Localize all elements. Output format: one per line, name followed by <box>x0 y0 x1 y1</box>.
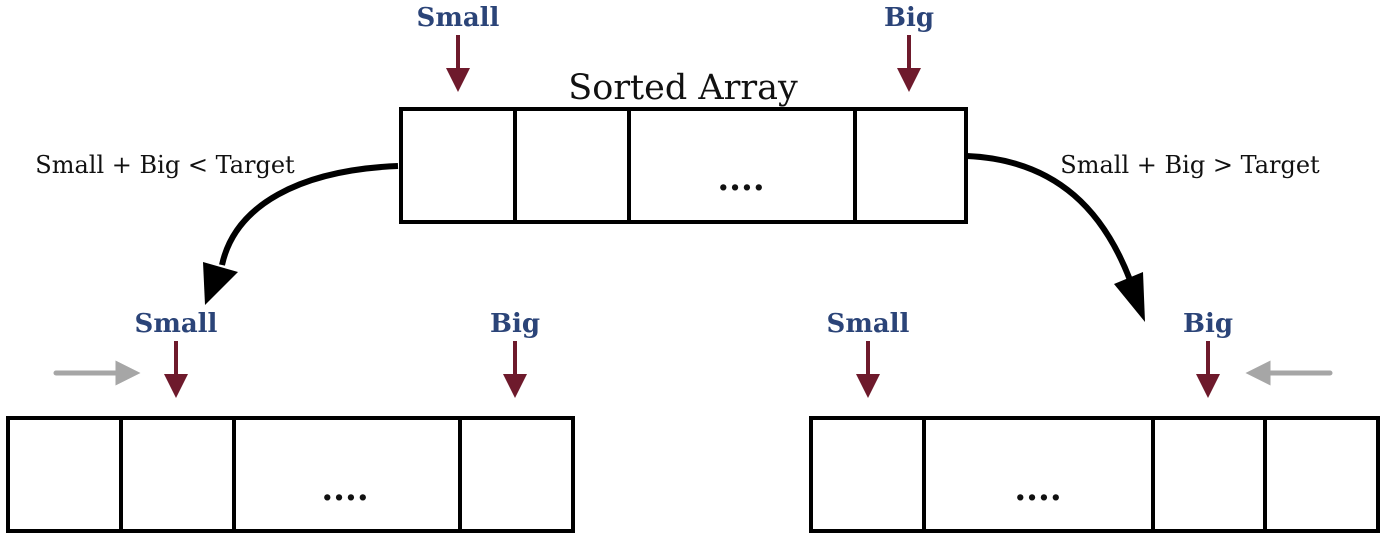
right-array-ellipsis: .... <box>1014 469 1061 509</box>
right-branch-arrow <box>966 153 1133 282</box>
left-array-cell-4 <box>458 416 575 533</box>
right-small-label: Small <box>827 309 910 339</box>
left-big-label: Big <box>490 309 540 339</box>
left-condition-label: Small + Big < Target <box>35 151 295 179</box>
top-big-label: Big <box>884 3 934 33</box>
left-small-label: Small <box>135 309 218 339</box>
top-array-ellipsis: .... <box>717 159 764 199</box>
top-array-cell-1 <box>399 107 517 224</box>
top-array-cell-4 <box>853 107 968 224</box>
left-branch-arrowhead <box>203 262 238 305</box>
left-array-cell-3 <box>232 416 462 533</box>
left-array-ellipsis: .... <box>321 469 368 509</box>
top-small-label: Small <box>417 3 500 33</box>
top-array-cell-3 <box>627 107 857 224</box>
top-array-cell-2 <box>513 107 631 224</box>
top-array: Sorted Array .... Small Big <box>399 3 968 224</box>
array-title: Sorted Array <box>568 68 798 108</box>
right-big-label: Big <box>1183 309 1233 339</box>
right-array-cell-4 <box>1263 416 1380 533</box>
right-branch: Small + Big > Target <box>966 151 1320 322</box>
right-condition-label: Small + Big > Target <box>1060 151 1320 179</box>
left-array-cell-2 <box>119 416 236 533</box>
left-branch-arrow <box>219 163 399 266</box>
bottom-right-array: .... Small Big <box>809 309 1380 533</box>
left-array-cell-1 <box>6 416 123 533</box>
left-branch: Small + Big < Target <box>35 151 399 305</box>
bottom-left-array: .... Small Big <box>6 309 575 533</box>
right-array-cell-3 <box>1151 416 1267 533</box>
right-branch-arrowhead <box>1114 272 1145 322</box>
right-array-cell-1 <box>809 416 926 533</box>
